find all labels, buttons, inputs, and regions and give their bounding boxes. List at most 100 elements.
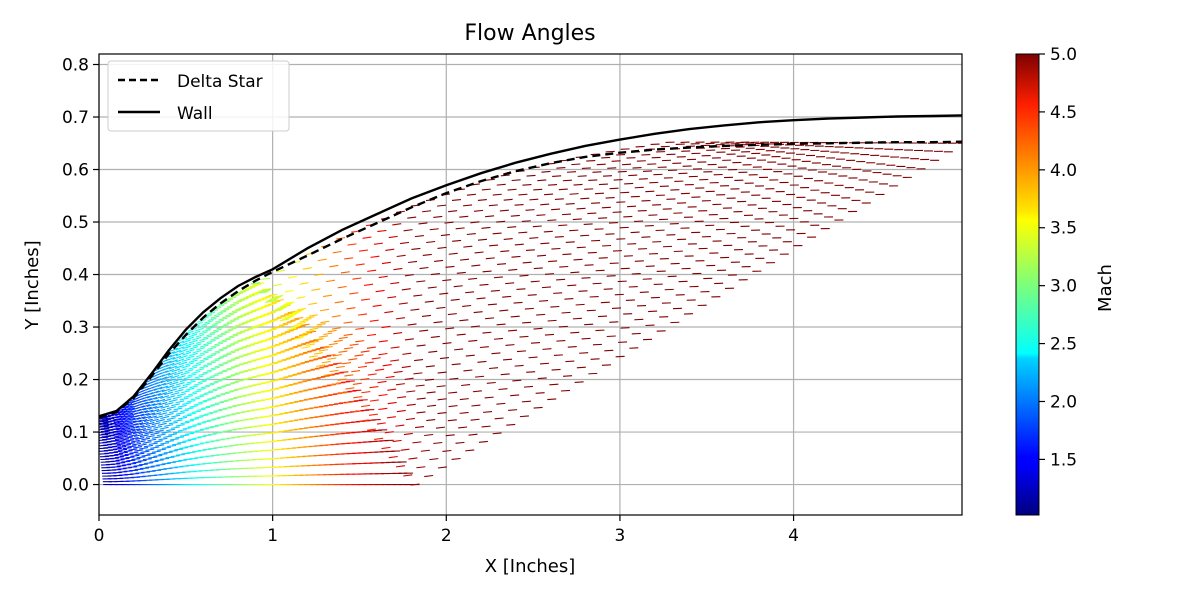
flow-arrow — [519, 335, 529, 338]
flow-arrow — [298, 390, 308, 392]
flow-arrow — [415, 384, 425, 387]
flow-arrow — [211, 395, 221, 398]
flow-arrow — [210, 344, 220, 348]
flow-arrow — [176, 375, 186, 379]
flow-arrow — [164, 402, 174, 406]
flow-arrow — [508, 409, 518, 411]
flow-arrow — [188, 392, 198, 396]
flow-arrow — [224, 399, 234, 402]
flow-arrow — [406, 390, 416, 393]
flow-arrow — [206, 333, 216, 337]
flow-arrow — [247, 360, 257, 363]
flow-arrow — [463, 369, 473, 372]
flow-arrow — [219, 324, 229, 328]
flow-arrow — [213, 313, 223, 317]
flow-arrow — [100, 430, 110, 433]
flow-arrow — [225, 336, 235, 340]
flow-arrow — [465, 354, 475, 357]
flow-arrow — [215, 319, 225, 323]
flow-arrow — [459, 398, 469, 401]
flow-arrow — [307, 378, 317, 381]
flow-arrow — [218, 362, 228, 366]
flow-arrow — [396, 409, 406, 413]
flow-arrow — [530, 341, 541, 344]
flow-arrow — [251, 400, 261, 403]
flow-arrow — [127, 431, 137, 434]
flow-arrow — [302, 351, 313, 354]
flow-arrow — [99, 419, 109, 422]
flow-arrow — [278, 341, 288, 344]
flow-arrow — [151, 422, 161, 426]
flow-arrow — [308, 388, 318, 390]
flow-arrow — [194, 375, 204, 379]
flow-arrow — [573, 183, 583, 186]
flow-arrow — [434, 259, 444, 262]
flow-arrow — [459, 319, 469, 322]
flow-arrow — [475, 375, 485, 378]
flow-arrow — [146, 403, 156, 408]
flow-arrow — [265, 320, 275, 323]
flow-arrow — [165, 456, 175, 459]
flow-arrow — [236, 299, 246, 302]
flow-arrow — [116, 462, 126, 464]
flow-arrow — [232, 404, 242, 407]
flow-arrow — [284, 289, 294, 293]
flow-arrow — [288, 383, 298, 386]
flow-arrow — [248, 334, 258, 338]
flow-arrow — [451, 363, 461, 366]
flow-arrow — [581, 167, 591, 169]
flow-arrow — [244, 336, 255, 339]
flow-arrow — [112, 447, 122, 450]
flow-arrow — [148, 456, 158, 459]
flow-arrow — [521, 220, 531, 222]
flow-arrow — [340, 271, 350, 274]
flow-arrow — [349, 343, 359, 346]
flow-arrow — [578, 290, 588, 292]
flow-arrow — [221, 384, 231, 387]
flow-arrow — [366, 428, 376, 431]
flow-arrow — [268, 362, 278, 365]
flow-arrow — [163, 451, 173, 454]
flow-arrow — [448, 252, 458, 255]
flow-arrow — [510, 315, 520, 318]
flow-arrow — [252, 383, 262, 386]
flow-arrow — [226, 320, 236, 324]
flow-arrow — [289, 419, 299, 422]
flow-arrow — [448, 391, 458, 394]
flow-arrow — [541, 170, 551, 173]
flow-arrow — [369, 319, 379, 322]
flow-arrow — [395, 424, 405, 427]
flow-arrow — [274, 404, 284, 407]
flow-arrow — [360, 298, 371, 301]
flow-arrow — [173, 419, 183, 422]
flow-arrow — [486, 381, 496, 384]
flow-arrow — [155, 444, 165, 447]
flow-arrow — [113, 432, 123, 435]
flow-arrow — [168, 433, 178, 436]
flow-arrow — [130, 425, 140, 429]
flow-arrow — [122, 410, 132, 414]
flow-arrow — [154, 429, 165, 433]
flow-arrow — [135, 425, 145, 429]
flow-arrow — [325, 374, 335, 377]
flow-arrow — [233, 396, 243, 399]
flow-arrow — [154, 459, 164, 462]
flow-arrow — [499, 209, 509, 212]
flow-arrow — [251, 325, 261, 328]
flow-arrow — [328, 342, 338, 346]
flow-arrow — [175, 358, 185, 363]
flow-arrow — [332, 353, 342, 357]
flow-arrow — [376, 422, 386, 425]
flow-arrow — [219, 423, 229, 425]
flow-arrow — [411, 247, 421, 250]
flow-arrow — [264, 295, 275, 298]
flow-arrow — [536, 313, 546, 316]
flow-arrow — [240, 410, 250, 413]
flow-arrow — [254, 324, 264, 327]
flow-arrow — [491, 352, 501, 355]
flow-arrow — [199, 393, 209, 396]
flow-arrow — [548, 260, 558, 263]
flow-arrow — [412, 441, 422, 444]
flow-arrow — [156, 398, 166, 403]
flow-arrow — [317, 386, 327, 388]
